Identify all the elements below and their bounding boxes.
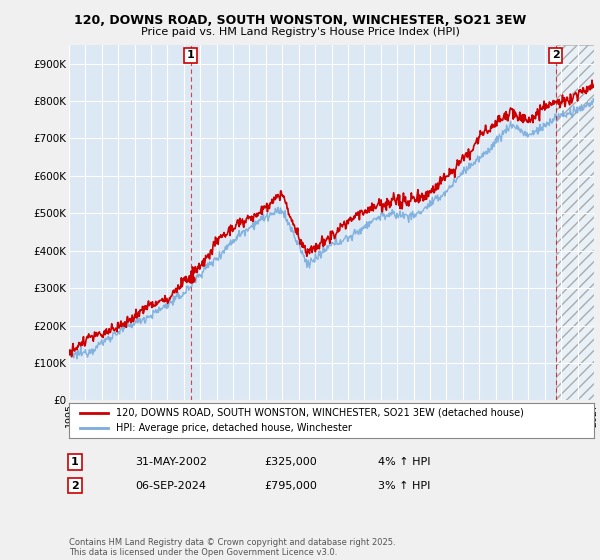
Text: 1: 1 xyxy=(187,50,194,60)
Text: 3% ↑ HPI: 3% ↑ HPI xyxy=(378,480,430,491)
Text: £795,000: £795,000 xyxy=(264,480,317,491)
Text: HPI: Average price, detached house, Winchester: HPI: Average price, detached house, Winc… xyxy=(116,423,352,433)
Text: 31-MAY-2002: 31-MAY-2002 xyxy=(135,457,207,467)
Text: 120, DOWNS ROAD, SOUTH WONSTON, WINCHESTER, SO21 3EW: 120, DOWNS ROAD, SOUTH WONSTON, WINCHEST… xyxy=(74,14,526,27)
Text: 2: 2 xyxy=(552,50,560,60)
Text: Contains HM Land Registry data © Crown copyright and database right 2025.
This d: Contains HM Land Registry data © Crown c… xyxy=(69,538,395,557)
Text: 06-SEP-2024: 06-SEP-2024 xyxy=(135,480,206,491)
Text: £325,000: £325,000 xyxy=(264,457,317,467)
Bar xyxy=(556,45,594,400)
Text: 4% ↑ HPI: 4% ↑ HPI xyxy=(378,457,431,467)
Bar xyxy=(556,45,594,400)
Text: 120, DOWNS ROAD, SOUTH WONSTON, WINCHESTER, SO21 3EW (detached house): 120, DOWNS ROAD, SOUTH WONSTON, WINCHEST… xyxy=(116,408,524,418)
Text: 1: 1 xyxy=(71,457,79,467)
Text: Price paid vs. HM Land Registry's House Price Index (HPI): Price paid vs. HM Land Registry's House … xyxy=(140,27,460,37)
Text: 2: 2 xyxy=(71,480,79,491)
